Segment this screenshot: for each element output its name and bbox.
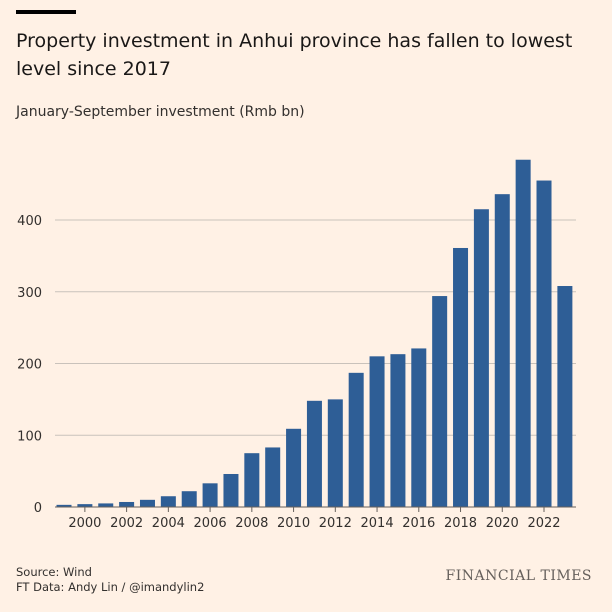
source-note: Source: Wind bbox=[16, 565, 92, 579]
x-tick-label: 2004 bbox=[152, 516, 185, 531]
bar-2021 bbox=[515, 159, 531, 508]
ft-logo: FINANCIAL TIMES bbox=[445, 568, 592, 584]
y-tick-label: 200 bbox=[17, 358, 42, 373]
bar-2017 bbox=[432, 296, 448, 507]
bar-2001 bbox=[98, 503, 114, 507]
bar-2015 bbox=[390, 354, 406, 507]
x-tick-label: 2006 bbox=[194, 516, 227, 531]
x-tick-label: 2016 bbox=[402, 516, 435, 531]
bar-2008 bbox=[244, 453, 260, 507]
bar-2013 bbox=[348, 372, 364, 507]
bar-2010 bbox=[286, 428, 302, 507]
ft-top-rule bbox=[16, 10, 76, 14]
bar-2002 bbox=[119, 501, 135, 507]
y-tick-label: 400 bbox=[17, 214, 42, 229]
bar-2014 bbox=[369, 356, 385, 507]
x-tick-label: 2018 bbox=[444, 516, 477, 531]
bar-2020 bbox=[494, 194, 510, 508]
bar-2000 bbox=[77, 504, 93, 507]
chart-subtitle: January-September investment (Rmb bn) bbox=[16, 104, 305, 120]
bar-2016 bbox=[411, 348, 427, 507]
y-tick-label: 300 bbox=[17, 286, 42, 301]
bar-2012 bbox=[327, 399, 343, 507]
bar-2007 bbox=[223, 473, 239, 507]
bar-2009 bbox=[265, 447, 281, 507]
x-tick-label: 2010 bbox=[277, 516, 310, 531]
bar-2005 bbox=[181, 491, 197, 507]
bar-2003 bbox=[139, 499, 155, 507]
bar-2022 bbox=[536, 180, 552, 507]
chart-title: Property investment in Anhui province ha… bbox=[16, 30, 573, 80]
x-tick-label: 2008 bbox=[235, 516, 268, 531]
bar-1999 bbox=[56, 504, 72, 507]
bar-2011 bbox=[306, 400, 322, 507]
y-tick-label: 0 bbox=[34, 501, 42, 516]
x-tick-label: 2020 bbox=[486, 516, 519, 531]
bar-2018 bbox=[453, 247, 469, 508]
x-tick-label: 2022 bbox=[527, 516, 560, 531]
bar-2019 bbox=[473, 209, 489, 508]
y-tick-label: 100 bbox=[17, 429, 42, 444]
x-tick-label: 2000 bbox=[68, 516, 101, 531]
bar-2006 bbox=[202, 483, 218, 507]
x-tick-label: 2014 bbox=[361, 516, 394, 531]
bar-2023 bbox=[557, 286, 573, 507]
bar-2004 bbox=[160, 496, 176, 507]
x-tick-label: 2002 bbox=[110, 516, 143, 531]
x-tick-label: 2012 bbox=[319, 516, 352, 531]
credit-note: FT Data: Andy Lin / @imandylin2 bbox=[16, 580, 205, 594]
